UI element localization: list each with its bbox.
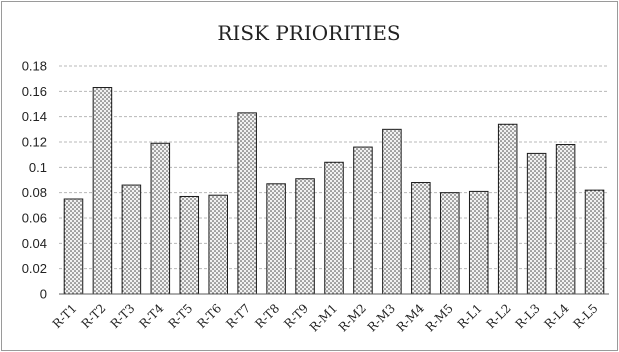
x-tick-label: R-T6: [194, 301, 224, 331]
bar-r-t9: [295, 178, 315, 295]
bar-r-t8: [266, 183, 286, 295]
x-axis-tick-labels: R-T1 R-T2 R-T3 R-T4 R-T5 R-T6 R-T7 R-T8 R-T9R-M1…: [50, 301, 601, 335]
bar-r-m1: [324, 161, 344, 295]
x-tick-label: R-T2: [79, 301, 109, 331]
bars: [63, 87, 605, 295]
chart-title: RISK PRIORITIES: [217, 21, 400, 45]
bar-r-t1: [63, 198, 84, 295]
x-tick-label: R-M3: [365, 301, 398, 334]
bar-r-m3: [382, 128, 402, 295]
x-tick-label: R-M1: [307, 301, 340, 334]
bar-r-t3: [121, 184, 142, 295]
x-tick-label: R-T5: [165, 301, 195, 331]
y-tick-label: 0.04: [22, 236, 47, 251]
bar-r-t2: [92, 87, 113, 295]
y-tick-label: 0.16: [22, 84, 47, 99]
bar-r-l2: [497, 123, 518, 295]
y-tick-label: 0.12: [22, 135, 47, 150]
bar-r-l1: [468, 190, 489, 295]
bar-r-t7: [237, 112, 257, 295]
y-tick-label: 0.08: [22, 185, 47, 200]
x-tick-label: R-M2: [336, 301, 369, 334]
bar-r-l3: [526, 152, 547, 295]
bar-r-l4: [555, 144, 576, 295]
x-tick-label: R-L2: [484, 301, 514, 331]
x-tick-label: R-L5: [570, 301, 600, 331]
y-tick-label: 0.1: [29, 160, 47, 175]
bar-r-m4: [411, 182, 431, 295]
x-tick-label: R-L4: [542, 301, 572, 331]
x-tick-label: R-T1: [50, 301, 80, 331]
y-tick-label: 0.18: [22, 59, 47, 74]
y-axis-tick-labels: 0 0.02 0.04 0.06 0.08 0.1 0.12 0.14 0.16 0.18: [22, 59, 47, 302]
x-tick-label: R-M5: [423, 301, 456, 334]
bar-r-t6: [208, 194, 228, 295]
x-tick-label: R-T9: [281, 301, 311, 331]
bar-r-m2: [353, 146, 373, 295]
y-tick-label: 0.14: [22, 109, 47, 124]
y-tick-label: 0.06: [22, 211, 47, 226]
x-tick-label: R-T4: [137, 301, 167, 331]
x-tick-label: R-T7: [223, 301, 253, 331]
bar-r-m5: [440, 192, 460, 295]
bar-r-t4: [150, 142, 171, 295]
x-tick-label: R-L3: [513, 301, 543, 331]
y-tick-label: 0: [40, 287, 47, 302]
y-tick-label: 0.02: [22, 261, 47, 276]
x-tick-label: R-T8: [252, 301, 282, 331]
bar-r-t5: [179, 195, 200, 295]
x-tick-label: R-T3: [108, 301, 138, 331]
bar-r-l5: [584, 189, 605, 295]
x-tick-label: R-L1: [455, 301, 485, 331]
x-tick-label: R-M4: [394, 301, 428, 335]
